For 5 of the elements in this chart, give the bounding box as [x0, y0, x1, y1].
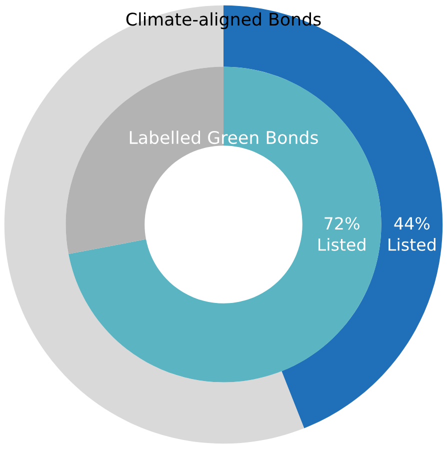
slice-label: Labelled Green Bonds: [130, 130, 318, 144]
data-label: 72%: [324, 217, 360, 230]
slice-label: Listed: [318, 238, 366, 251]
data-label: 44%: [394, 217, 430, 230]
slice-label: Listed: [388, 238, 436, 251]
